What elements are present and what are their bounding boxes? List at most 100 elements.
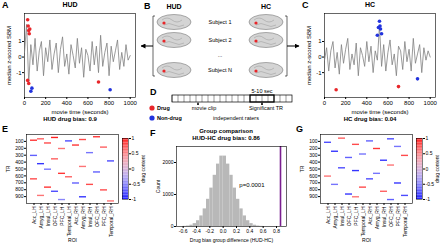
svg-text:600: 600 bbox=[309, 173, 318, 179]
svg-text:500: 500 bbox=[309, 166, 318, 172]
svg-text:200: 200 bbox=[309, 145, 318, 151]
svg-text:Subject 2: Subject 2 bbox=[209, 37, 232, 43]
svg-text:Insul_RH: Insul_RH bbox=[381, 206, 387, 227]
svg-text:700: 700 bbox=[15, 179, 24, 185]
svg-text:1000: 1000 bbox=[124, 100, 138, 106]
svg-text:700: 700 bbox=[309, 179, 318, 185]
svg-text:PFC_RH: PFC_RH bbox=[395, 206, 401, 226]
svg-text:OFC_RH: OFC_RH bbox=[94, 206, 100, 227]
svg-text:900: 900 bbox=[309, 193, 318, 199]
svg-text:-1: -1 bbox=[316, 70, 322, 76]
svg-text:1000: 1000 bbox=[162, 191, 173, 197]
svg-text:OFC_RH: OFC_RH bbox=[388, 206, 394, 227]
svg-text:Acc_RH: Acc_RH bbox=[367, 206, 373, 225]
svg-text:400: 400 bbox=[309, 159, 318, 165]
svg-text:5-10 sec: 5-10 sec bbox=[251, 88, 272, 94]
svg-text:0: 0 bbox=[23, 100, 27, 106]
svg-text:800: 800 bbox=[404, 100, 415, 106]
svg-text:OFC_LH: OFC_LH bbox=[52, 206, 58, 226]
svg-text:drug content: drug content bbox=[434, 154, 440, 182]
svg-text:ROI: ROI bbox=[362, 237, 371, 243]
svg-text:movie time (seconds): movie time (seconds) bbox=[351, 109, 408, 115]
svg-text:400: 400 bbox=[62, 100, 73, 106]
svg-text:100: 100 bbox=[15, 138, 24, 144]
svg-text:HUD: HUD bbox=[166, 3, 181, 10]
svg-text:ROI: ROI bbox=[68, 237, 77, 243]
svg-text:1: 1 bbox=[318, 38, 322, 44]
svg-text:Insul_LH: Insul_LH bbox=[339, 206, 345, 226]
svg-text:Non-drug: Non-drug bbox=[157, 115, 182, 121]
svg-text:p=0.0001: p=0.0001 bbox=[239, 182, 265, 188]
svg-text:2000: 2000 bbox=[162, 159, 173, 165]
svg-text:Acc_LH: Acc_LH bbox=[31, 206, 37, 224]
svg-text:Amyg_RH: Amyg_RH bbox=[80, 206, 86, 229]
svg-text:Drug: Drug bbox=[157, 105, 170, 111]
svg-text:0.6: 0.6 bbox=[260, 228, 267, 234]
svg-text:Significant TR: Significant TR bbox=[249, 105, 283, 111]
svg-text:0.0: 0.0 bbox=[220, 228, 227, 234]
svg-text:Temporal_RH: Temporal_RH bbox=[402, 206, 408, 237]
svg-text:-0.2: -0.2 bbox=[206, 228, 215, 234]
svg-text:median z-scored SBM: median z-scored SBM bbox=[306, 26, 312, 85]
svg-text:800: 800 bbox=[104, 100, 115, 106]
svg-text:0: 0 bbox=[171, 223, 174, 229]
svg-text:200: 200 bbox=[15, 145, 24, 151]
svg-text:Drug bias group difference (HU: Drug bias group difference (HUD-HC) bbox=[190, 237, 274, 243]
svg-text:200: 200 bbox=[341, 100, 352, 106]
svg-text:Amyg_RH: Amyg_RH bbox=[374, 206, 380, 229]
svg-text:-0.6: -0.6 bbox=[179, 228, 188, 234]
svg-text:PFC_LH: PFC_LH bbox=[59, 206, 65, 226]
svg-text:Subject 1: Subject 1 bbox=[209, 19, 232, 25]
svg-text:Acc_LH: Acc_LH bbox=[325, 206, 331, 224]
svg-text:600: 600 bbox=[383, 100, 394, 106]
svg-text:400: 400 bbox=[362, 100, 373, 106]
svg-text:-1: -1 bbox=[16, 70, 22, 76]
svg-text:0: 0 bbox=[323, 100, 327, 106]
svg-text:Subject N: Subject N bbox=[208, 67, 232, 73]
svg-text:0: 0 bbox=[318, 54, 322, 60]
svg-text:1: 1 bbox=[18, 38, 22, 44]
svg-text:...: ... bbox=[218, 52, 223, 58]
svg-text:600: 600 bbox=[83, 100, 94, 106]
svg-text:OFC_LH: OFC_LH bbox=[346, 206, 352, 226]
svg-text:1000: 1000 bbox=[424, 100, 438, 106]
svg-text:0.4: 0.4 bbox=[246, 228, 253, 234]
svg-text:300: 300 bbox=[15, 152, 24, 158]
svg-text:1: 1 bbox=[426, 135, 429, 141]
svg-text:PFC_RH: PFC_RH bbox=[101, 206, 107, 226]
svg-text:800: 800 bbox=[309, 186, 318, 192]
svg-text:0.5: 0.5 bbox=[132, 150, 139, 156]
svg-text:-1: -1 bbox=[132, 196, 137, 202]
svg-text:Acc_RH: Acc_RH bbox=[73, 206, 79, 225]
svg-text:300: 300 bbox=[309, 152, 318, 158]
svg-text:100: 100 bbox=[309, 138, 318, 144]
svg-text:Insul_LH: Insul_LH bbox=[45, 206, 51, 226]
svg-text:Amyg_LH: Amyg_LH bbox=[332, 206, 338, 228]
svg-text:Insul_RH: Insul_RH bbox=[87, 206, 93, 227]
svg-text:Temporal_RH: Temporal_RH bbox=[108, 206, 114, 237]
svg-text:200: 200 bbox=[41, 100, 52, 106]
svg-text:B: B bbox=[144, 1, 151, 11]
svg-text:-1: -1 bbox=[426, 196, 431, 202]
svg-text:Count: Count bbox=[155, 179, 161, 193]
svg-text:movie time (seconds): movie time (seconds) bbox=[51, 109, 108, 115]
svg-text:HC: HC bbox=[261, 3, 271, 10]
svg-text:0: 0 bbox=[18, 54, 22, 60]
svg-text:TR: TR bbox=[299, 165, 305, 172]
svg-text:drug content: drug content bbox=[140, 154, 146, 182]
svg-text:0.5: 0.5 bbox=[426, 150, 433, 156]
svg-text:0.8: 0.8 bbox=[273, 228, 280, 234]
svg-text:Temporal_LH: Temporal_LH bbox=[360, 206, 366, 236]
svg-text:Amyg_LH: Amyg_LH bbox=[38, 206, 44, 228]
svg-text:PFC_LH: PFC_LH bbox=[353, 206, 359, 226]
svg-text:0: 0 bbox=[132, 166, 135, 172]
svg-text:400: 400 bbox=[15, 159, 24, 165]
svg-text:Temporal_LH: Temporal_LH bbox=[66, 206, 72, 236]
svg-text:600: 600 bbox=[15, 173, 24, 179]
svg-text:1: 1 bbox=[132, 135, 135, 141]
svg-text:independent raters: independent raters bbox=[213, 115, 259, 121]
svg-text:-0.4: -0.4 bbox=[192, 228, 201, 234]
svg-text:D: D bbox=[150, 87, 157, 97]
svg-text:500: 500 bbox=[15, 166, 24, 172]
svg-text:movie clip: movie clip bbox=[192, 105, 216, 111]
